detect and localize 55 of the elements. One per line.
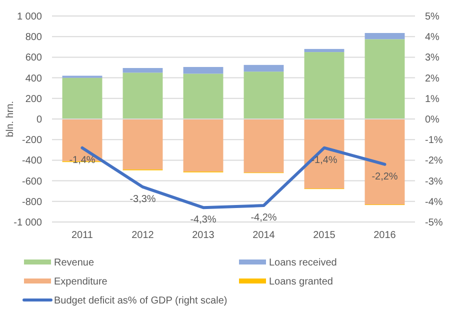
- legend-label: Revenue: [54, 258, 94, 268]
- x-tick-label: 2011: [71, 230, 94, 241]
- y2-tick-label: 4%: [425, 32, 440, 44]
- x-tick-label: 2014: [252, 230, 276, 241]
- y-tick-label: 400: [25, 73, 42, 84]
- x-tick-label: 2012: [132, 230, 154, 241]
- bar: [122, 119, 163, 170]
- bar: [304, 52, 344, 119]
- legend-label: Expenditure: [54, 276, 108, 288]
- y2-tick-label: 2%: [425, 73, 440, 84]
- y-axis-title: bln. hrn.: [5, 100, 16, 138]
- data-label: -1,4%: [311, 154, 338, 166]
- bar: [122, 68, 163, 73]
- bar: [183, 66, 224, 74]
- bar: [364, 32, 405, 40]
- bar: [244, 72, 284, 119]
- bar: [122, 72, 163, 119]
- legend-label: Loans granted: [269, 276, 333, 288]
- legend-label: Budget deficit as% of GDP (right scale): [54, 296, 228, 306]
- legend-label: Loans received: [269, 258, 337, 268]
- y2-tick-label: -5%: [425, 218, 443, 228]
- bar: [183, 74, 224, 119]
- y-tick-label: -400: [22, 156, 42, 167]
- y-tick-label: 0: [36, 114, 42, 126]
- bar: [364, 39, 405, 119]
- y2-tick-label: 0%: [425, 114, 440, 126]
- y2-tick-label: 1%: [425, 94, 440, 105]
- y-tick-label: -600: [22, 176, 42, 188]
- bar: [364, 119, 405, 204]
- bar: [62, 78, 102, 119]
- y-tick-label: 1 000: [16, 12, 42, 22]
- x-tick-label: 2016: [374, 230, 396, 241]
- y2-tick-label: -4%: [425, 196, 443, 208]
- y2-tick-label: -2%: [425, 156, 443, 167]
- y-tick-label: 200: [25, 94, 42, 105]
- bar: [304, 119, 344, 189]
- y2-tick-label: -1%: [425, 135, 443, 146]
- bar: [244, 64, 284, 72]
- y-tick-label: -1 000: [14, 218, 42, 228]
- y-tick-label: -800: [22, 196, 42, 208]
- bar: [304, 48, 344, 52]
- data-label: -2,2%: [372, 171, 398, 182]
- y-tick-label: 800: [25, 32, 42, 44]
- x-tick-label: 2013: [192, 230, 215, 241]
- y2-tick-label: -3%: [425, 176, 443, 188]
- y2-tick-label: 5%: [425, 12, 440, 22]
- y2-tick-label: 3%: [425, 52, 440, 64]
- data-label: -3,3%: [130, 194, 156, 205]
- bar: [183, 119, 224, 172]
- data-label: -4,2%: [250, 212, 277, 224]
- data-label: -4,3%: [190, 214, 216, 226]
- y-tick-label: -200: [22, 135, 42, 146]
- bar: [244, 119, 284, 173]
- x-tick-label: 2015: [313, 230, 336, 241]
- y-tick-label: 600: [25, 52, 42, 64]
